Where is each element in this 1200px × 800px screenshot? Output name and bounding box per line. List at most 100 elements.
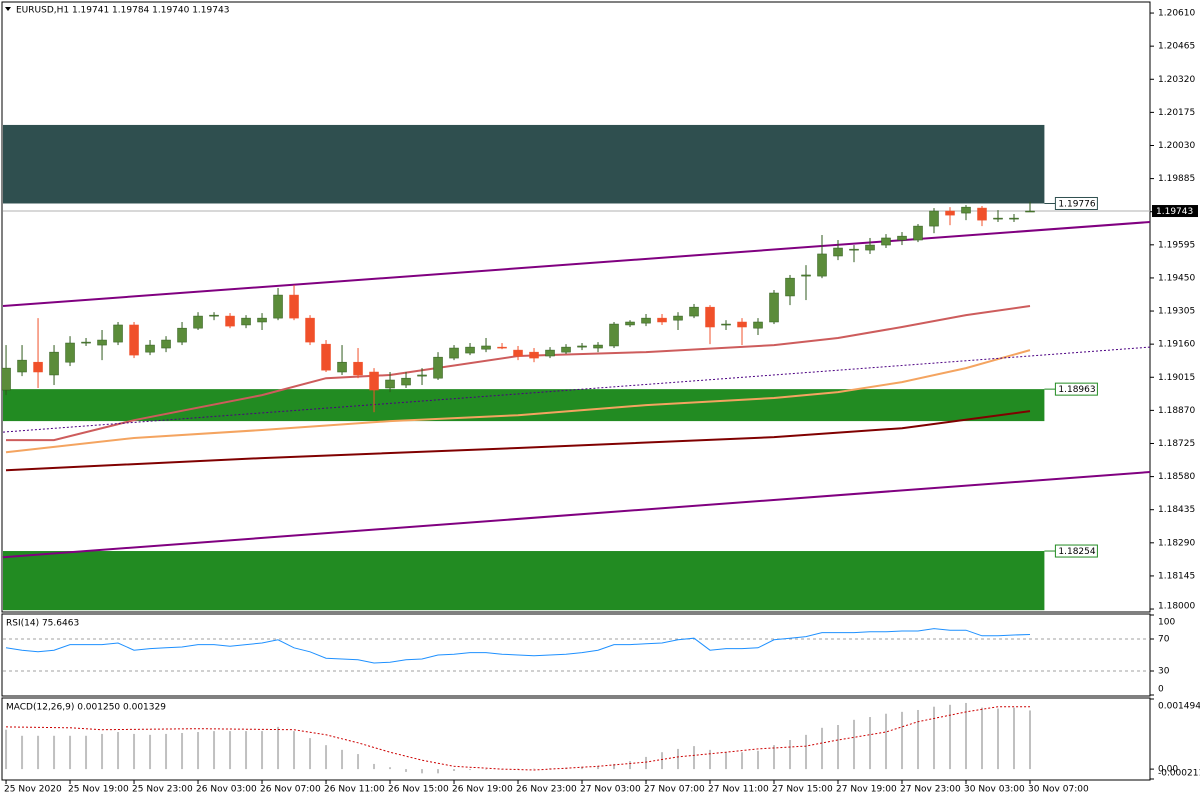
histogram-bar xyxy=(725,752,728,770)
candle-body xyxy=(1025,210,1035,213)
candle-body xyxy=(625,321,635,326)
candle-body xyxy=(385,379,395,389)
candle-body xyxy=(689,306,699,317)
candle-body xyxy=(1009,217,1019,220)
main-plot xyxy=(2,124,1150,611)
histogram-bar xyxy=(437,769,440,774)
candle-body xyxy=(561,346,571,353)
overlay-line xyxy=(2,221,1150,307)
candle-body xyxy=(881,237,891,246)
candle-body xyxy=(257,317,267,323)
macd-plot xyxy=(5,702,1032,774)
histogram-bar xyxy=(69,735,72,770)
candle-body xyxy=(929,210,939,227)
candle-body xyxy=(481,345,491,350)
candle-body xyxy=(849,248,859,251)
histogram-bar xyxy=(885,713,888,770)
histogram-bar xyxy=(21,735,24,770)
histogram-bar xyxy=(597,765,600,770)
histogram-bar xyxy=(213,731,216,770)
histogram-bar xyxy=(517,768,520,770)
histogram-bar xyxy=(421,769,424,774)
x-tick-label: 25 Nov 2020 xyxy=(4,785,62,795)
candle-body xyxy=(289,294,299,319)
candle-body xyxy=(65,342,75,363)
candle-body xyxy=(97,339,107,346)
zone-label: 1.19776 xyxy=(1058,199,1095,209)
x-tick-label: 26 Nov 23:00 xyxy=(516,785,577,795)
axes: 1.20610 1.20465 1.20320 1.20175 1.20030 1.198… xyxy=(4,9,1200,795)
candle-body xyxy=(977,207,987,221)
histogram-bar xyxy=(101,733,104,770)
candle-body xyxy=(369,371,379,391)
x-tick-label: 30 Nov 07:00 xyxy=(1028,785,1089,795)
candle-body xyxy=(33,361,43,373)
x-tick-label: 26 Nov 15:00 xyxy=(388,785,449,795)
y-tick-label: -0.000211 xyxy=(1158,769,1200,779)
y-tick-label: 1.20320 xyxy=(1158,75,1195,85)
y-tick-label: 1.19305 xyxy=(1158,307,1195,317)
x-tick-label: 30 Nov 03:00 xyxy=(964,785,1025,795)
histogram-bar xyxy=(389,767,392,770)
histogram-bar xyxy=(293,731,296,770)
y-tick-label: 1.19595 xyxy=(1158,240,1195,250)
histogram-bar xyxy=(613,763,616,770)
candle-body xyxy=(993,217,1003,220)
candle-body xyxy=(273,294,283,319)
candle-body xyxy=(577,345,587,348)
histogram-bar xyxy=(229,731,232,770)
candle-body xyxy=(337,361,347,373)
y-tick-label: 1.20175 xyxy=(1158,108,1195,118)
histogram-bar xyxy=(245,731,248,770)
y-tick-label: 1.19885 xyxy=(1158,174,1195,184)
candle-body xyxy=(593,344,603,349)
candle-body xyxy=(721,323,731,326)
y-tick-label: 70 xyxy=(1158,635,1170,645)
histogram-bar xyxy=(581,766,584,770)
candle-body xyxy=(801,274,811,277)
candle-body xyxy=(449,347,459,359)
histogram-bar xyxy=(197,732,200,770)
x-tick-label: 27 Nov 19:00 xyxy=(836,785,897,795)
candle-body xyxy=(833,247,843,257)
candle-body xyxy=(145,344,155,353)
histogram-bar xyxy=(37,735,40,770)
y-tick-label: 30 xyxy=(1158,667,1170,677)
histogram-bar xyxy=(709,749,712,770)
zone-label-box xyxy=(1054,196,1098,210)
histogram-bar xyxy=(133,733,136,770)
y-tick-label: 1.18290 xyxy=(1158,538,1195,548)
histogram-bar xyxy=(693,746,696,770)
histogram-bar xyxy=(981,707,984,770)
y-tick-label: 1.18725 xyxy=(1158,439,1195,449)
x-tick-label: 26 Nov 03:00 xyxy=(196,785,257,795)
histogram-bar xyxy=(53,735,56,770)
candle-body xyxy=(945,210,955,216)
x-tick-label: 27 Nov 11:00 xyxy=(708,785,769,795)
y-tick-label: 1.20030 xyxy=(1158,141,1195,151)
candle-body xyxy=(673,315,683,321)
candle-body xyxy=(241,317,251,326)
y-tick-label: 1.20610 xyxy=(1158,9,1195,19)
y-tick-label: 1.19450 xyxy=(1158,273,1195,283)
histogram-bar xyxy=(453,769,456,771)
histogram-bar xyxy=(773,745,776,770)
candle-body xyxy=(177,327,187,343)
y-tick-label: 1.19015 xyxy=(1158,373,1195,383)
x-tick-label: 25 Nov 23:00 xyxy=(132,785,193,795)
candle-body xyxy=(609,323,619,347)
zone-label-box xyxy=(1054,544,1098,558)
histogram-bar xyxy=(805,734,808,770)
candle-body xyxy=(529,351,539,359)
histogram-bar xyxy=(997,708,1000,770)
candle-body xyxy=(641,317,651,324)
histogram-bar xyxy=(949,704,952,770)
zone xyxy=(3,389,1045,422)
zone-label: 1.18254 xyxy=(1058,547,1095,557)
histogram-bar xyxy=(933,706,936,770)
histogram-bar xyxy=(85,735,88,770)
candle-body xyxy=(961,206,971,214)
symbol-header: EURUSD,H1 1.19741 1.19784 1.19740 1.1974… xyxy=(16,6,229,16)
candle-body xyxy=(785,277,795,297)
